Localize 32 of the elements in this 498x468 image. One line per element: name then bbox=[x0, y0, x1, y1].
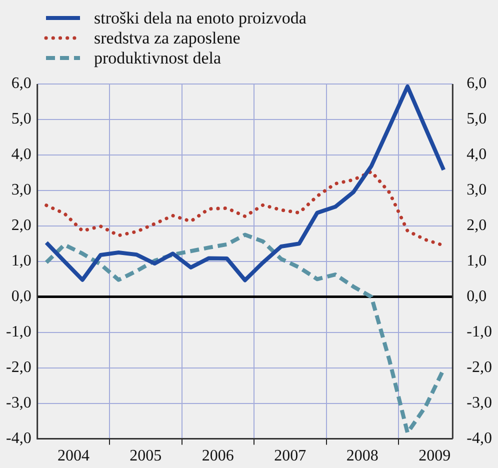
legend-label: stroški dela na enoto proizvoda bbox=[94, 8, 307, 28]
y2-tick-label: 4,0 bbox=[466, 146, 487, 164]
y-tick-label: 3,0 bbox=[11, 182, 32, 199]
legend-label: produktivnost dela bbox=[94, 48, 222, 68]
x-tick-label: 2006 bbox=[202, 448, 234, 465]
y-tick-label: -1,0 bbox=[6, 324, 32, 341]
y-tick-label: -2,0 bbox=[6, 359, 32, 376]
y-tick-label: -4,0 bbox=[6, 430, 32, 448]
legend-label: sredstva za zaposlene bbox=[94, 28, 240, 48]
y2-tick-label: 3,0 bbox=[466, 182, 487, 199]
y-tick-label: 5,0 bbox=[11, 110, 32, 128]
y2-tick-label: 2,0 bbox=[466, 217, 487, 234]
y-tick-label: 1,0 bbox=[11, 252, 32, 270]
y2-tick-label: 6,0 bbox=[466, 75, 487, 92]
line-series bbox=[44, 232, 446, 435]
y-tick-label: 2,0 bbox=[11, 217, 32, 234]
x-tick-label: 2004 bbox=[57, 448, 90, 465]
y2-tick-label: -4,0 bbox=[466, 430, 492, 448]
y2-tick-label: 5,0 bbox=[466, 110, 487, 128]
y2-tick-label: 0,0 bbox=[466, 288, 487, 306]
x-tick-label: 2009 bbox=[418, 448, 451, 465]
y-tick-label: 0,0 bbox=[11, 288, 32, 306]
y-tick-label: 6,0 bbox=[11, 75, 32, 92]
x-tick-label: 2005 bbox=[130, 448, 162, 465]
y2-tick-label: -3,0 bbox=[466, 394, 492, 412]
y2-tick-label: -2,0 bbox=[466, 359, 492, 376]
y2-tick-label: -1,0 bbox=[466, 324, 492, 341]
y-tick-label: -3,0 bbox=[6, 394, 32, 412]
y-tick-label: 4,0 bbox=[11, 146, 32, 164]
x-tick-label: 2007 bbox=[274, 448, 306, 465]
y2-tick-label: 1,0 bbox=[466, 252, 487, 270]
x-tick-label: 2008 bbox=[346, 448, 378, 465]
